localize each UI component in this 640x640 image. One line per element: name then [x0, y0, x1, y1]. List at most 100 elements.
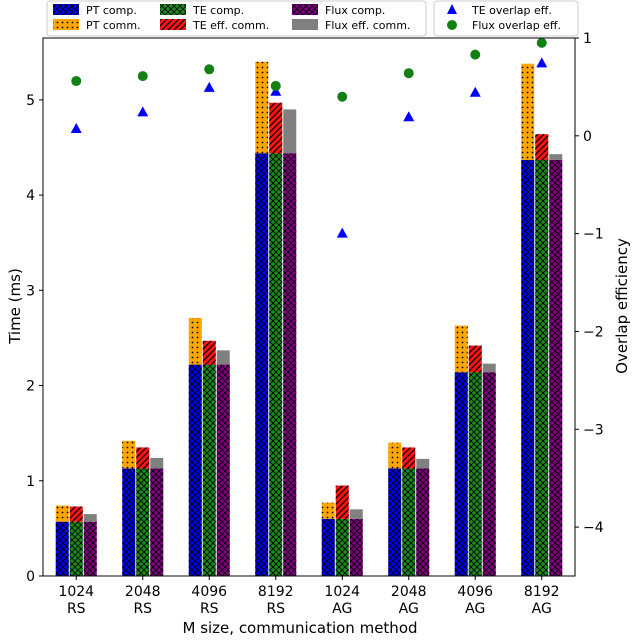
bar-pt-comm-2-pattern [188, 317, 202, 365]
x-tick-label-size-5: 2048 [391, 584, 427, 600]
bar-te-comm-1 [136, 447, 150, 469]
bar-pt-comm-5-pattern [388, 442, 402, 469]
bar-pt-comp-1 [122, 468, 136, 576]
bar-flux-comm-2 [216, 350, 230, 365]
bar-pt-comm-7-pattern [521, 63, 535, 160]
marker-flux-overlap-6 [470, 49, 481, 60]
bar-te-comm-7-pattern [535, 134, 549, 160]
legend-label-te-comp: TE comp. [192, 4, 244, 17]
bar-te-comp-2 [202, 364, 216, 576]
bar-te-comp-3-pattern [269, 153, 283, 576]
bar-pt-comp-2-pattern [188, 364, 202, 576]
bar-pt-comp-5 [388, 468, 402, 576]
legend-entry-te-comp: TE comp. [160, 4, 244, 17]
legend-label-flux-overlap: Flux overlap eff. [472, 19, 561, 32]
bar-te-comp-6-pattern [468, 372, 482, 576]
bar-te-comp-0 [69, 521, 83, 576]
x-tick-label-size-1: 2048 [125, 584, 161, 600]
x-axis-label: M size, communication method [182, 619, 417, 637]
bar-te-comm-2-pattern [202, 340, 216, 365]
bar-pt-comp-3-pattern [255, 153, 269, 576]
legend-entry-flux-comp: Flux comp. [292, 4, 385, 17]
marker-flux-overlap-0 [71, 76, 82, 87]
x-tick-label-method-7: AG [532, 601, 552, 617]
axes-group: 1024RS2048RS4096RS8192RS1024AG2048AG4096… [26, 31, 604, 617]
y2-axis-label: Overlap efficiency [613, 238, 631, 374]
bar-pt-comm-1 [122, 440, 136, 469]
legend-bars: PT comp. PT comm. TE comp. TE eff. comm.… [46, 0, 427, 37]
bar-te-comp-5 [402, 468, 416, 576]
bar-te-comm-5 [402, 447, 416, 469]
bar-pt-comm-4 [321, 502, 335, 519]
bar-flux-comp-2 [216, 364, 230, 576]
legend-markers-frame [433, 0, 579, 37]
bar-te-comp-3 [269, 153, 283, 576]
bar-pt-comm-6-pattern [454, 325, 468, 373]
legend-entry-te-comm: TE eff. comm. [160, 19, 269, 32]
x-tick-label-method-6: AG [465, 601, 485, 617]
bar-te-comp-4-pattern [335, 518, 349, 576]
legend-entry-flux-overlap: Flux overlap eff. [447, 19, 561, 32]
bar-te-comm-2 [202, 340, 216, 365]
bar-flux-comp-6 [482, 372, 496, 576]
legend-marker-te-overlap [447, 4, 457, 14]
legend-entry-pt-comm: PT comm. [53, 19, 141, 32]
bar-te-comm-7 [535, 134, 549, 160]
marker-te-overlap-5 [403, 111, 415, 122]
y2-tick-label-3: −1 [583, 227, 604, 243]
y-tick-label-4: 4 [26, 188, 35, 204]
bar-te-comp-0-pattern [69, 521, 83, 576]
bar-flux-comp-7-pattern [549, 159, 563, 576]
legend-swatch-pt-comp-pattern [53, 4, 79, 15]
x-tick-label-method-0: RS [67, 601, 86, 617]
bar-flux-comm-6-fill [482, 363, 496, 373]
bar-flux-comm-1 [150, 457, 164, 469]
bar-te-comm-6-pattern [468, 345, 482, 373]
legend-entry-te-overlap: TE overlap eff. [447, 4, 552, 17]
x-tick-label-size-2: 4096 [191, 584, 227, 600]
bar-te-comm-6 [468, 345, 482, 373]
bar-flux-comp-5 [416, 468, 430, 576]
bar-flux-comm-1-fill [150, 457, 164, 469]
bar-flux-comp-2-pattern [216, 364, 230, 576]
marker-flux-overlap-3 [270, 80, 281, 91]
bar-te-comp-7-pattern [535, 159, 549, 576]
bar-te-comp-6 [468, 372, 482, 576]
bar-flux-comp-3-pattern [283, 153, 297, 576]
bar-pt-comp-2 [188, 364, 202, 576]
x-tick-label-size-4: 1024 [324, 584, 360, 600]
legend-swatch-flux-comp-pattern [292, 4, 318, 15]
bar-flux-comm-2-fill [216, 350, 230, 365]
y-tick-label-1: 1 [26, 474, 35, 490]
bar-te-comp-4 [335, 518, 349, 576]
bar-flux-comp-7 [549, 159, 563, 576]
bar-flux-comm-5-fill [416, 458, 430, 469]
bar-te-comm-4-pattern [335, 485, 349, 519]
y-tick-label-3: 3 [26, 283, 35, 299]
bar-pt-comm-6 [454, 325, 468, 373]
bar-flux-comm-0-fill [83, 514, 97, 522]
x-tick-label-method-3: RS [266, 601, 285, 617]
legend-label-pt-comp: PT comp. [86, 4, 137, 17]
marker-flux-overlap-7 [536, 37, 547, 48]
markers-group [70, 37, 548, 238]
bar-te-comm-3 [269, 102, 283, 154]
marker-te-overlap-0 [70, 122, 82, 133]
legend-label-te-overlap: TE overlap eff. [471, 4, 552, 17]
bar-flux-comp-3 [283, 153, 297, 576]
legend-swatch-flux-comm [292, 19, 318, 30]
bar-flux-comm-5 [416, 458, 430, 469]
y2-tick-label-1: −3 [583, 422, 604, 438]
marker-te-overlap-7 [536, 57, 548, 68]
bar-pt-comp-0-pattern [55, 521, 69, 576]
bar-flux-comm-4 [349, 509, 363, 519]
x-tick-label-method-4: AG [332, 601, 352, 617]
bar-pt-comp-6 [454, 372, 468, 576]
bar-pt-comm-1-pattern [122, 440, 136, 469]
bar-pt-comm-0 [55, 505, 69, 522]
marker-te-overlap-2 [203, 81, 215, 92]
x-tick-label-size-3: 8192 [258, 584, 294, 600]
bar-pt-comp-7-pattern [521, 159, 535, 576]
x-tick-label-size-6: 4096 [457, 584, 493, 600]
